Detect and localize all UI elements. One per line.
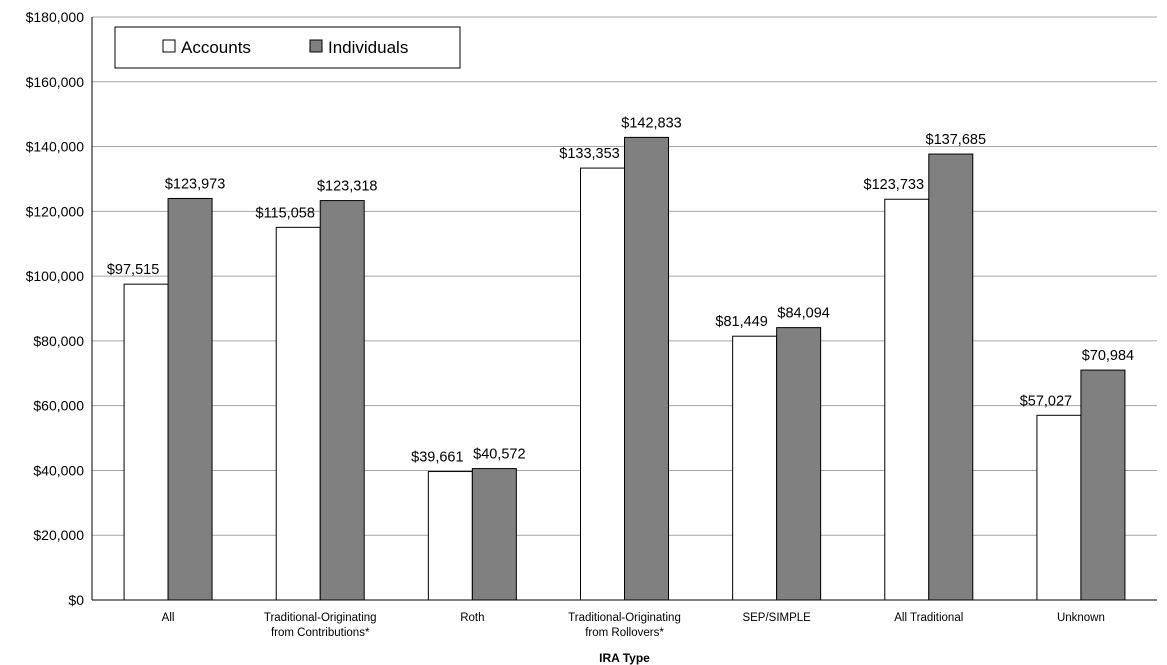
y-tick-label: $40,000 bbox=[33, 462, 84, 478]
data-label: $39,661 bbox=[411, 450, 463, 466]
x-tick-label: Traditional-Originating bbox=[264, 612, 377, 624]
accounts-bar bbox=[884, 198, 930, 601]
legend-label: Individuals bbox=[328, 38, 408, 57]
accounts-bar bbox=[1036, 414, 1082, 601]
accounts-bar bbox=[732, 335, 778, 601]
data-label: $70,984 bbox=[1082, 348, 1134, 364]
y-tick-label: $180,000 bbox=[26, 9, 85, 25]
data-label: $40,572 bbox=[473, 447, 525, 463]
y-tick-label: $160,000 bbox=[26, 74, 85, 90]
individuals-bar bbox=[624, 136, 669, 601]
x-tick-label: from Contributions* bbox=[271, 627, 370, 639]
x-tick-label: All Traditional bbox=[894, 612, 963, 624]
data-label: $97,515 bbox=[107, 262, 159, 278]
legend: Accounts Individuals bbox=[114, 26, 461, 69]
individuals-bar bbox=[928, 153, 974, 601]
individuals-bar bbox=[319, 200, 365, 601]
y-tick-label: $140,000 bbox=[26, 139, 85, 155]
individuals-bar bbox=[1080, 369, 1126, 601]
x-tick-label: SEP/SIMPLE bbox=[742, 612, 811, 624]
y-tick-label: $80,000 bbox=[33, 333, 84, 349]
data-label: $115,058 bbox=[256, 205, 315, 221]
y-tick-label: $120,000 bbox=[26, 203, 85, 219]
data-label: $142,833 bbox=[621, 115, 681, 131]
y-axis: $0 $20,000 $40,000 $60,000 $80,000 $100,000 $1… bbox=[26, 9, 93, 608]
individuals-bar bbox=[167, 197, 213, 601]
accounts-bar bbox=[275, 226, 321, 601]
x-tick-label: Traditional-Originating bbox=[568, 612, 681, 624]
data-label: $133,353 bbox=[559, 146, 619, 162]
y-tick-label: $0 bbox=[68, 592, 84, 608]
x-tick-label: from Rollovers* bbox=[585, 627, 664, 639]
legend-label: Accounts bbox=[181, 38, 251, 57]
data-label: $123,973 bbox=[165, 176, 225, 192]
y-tick-label: $100,000 bbox=[26, 268, 85, 284]
x-tick-label: Roth bbox=[460, 612, 484, 624]
x-axis: All Traditional-Originating from Contribut… bbox=[92, 599, 1157, 639]
y-tick-label: $20,000 bbox=[33, 527, 84, 543]
accounts-bar bbox=[123, 283, 169, 601]
data-label: $137,685 bbox=[926, 132, 986, 148]
data-label: $123,318 bbox=[317, 179, 377, 195]
x-tick-label: All bbox=[162, 612, 175, 624]
x-axis-title: IRA Type bbox=[599, 651, 650, 665]
x-tick-label: Unknown bbox=[1057, 612, 1105, 624]
individuals-bar bbox=[776, 327, 822, 601]
data-label: $57,027 bbox=[1020, 393, 1072, 409]
data-label: $84,094 bbox=[777, 306, 829, 322]
data-label: $123,733 bbox=[864, 177, 924, 193]
accounts-legend-swatch bbox=[162, 39, 176, 53]
data-label: $81,449 bbox=[715, 314, 767, 330]
accounts-bar bbox=[427, 471, 473, 601]
value-labels: $97,515 $123,973 $115,058$123,318 $39,661 $4… bbox=[107, 115, 1134, 465]
accounts-bar bbox=[580, 167, 625, 601]
y-tick-label: $60,000 bbox=[33, 398, 84, 414]
individuals-bar bbox=[471, 468, 517, 601]
individuals-legend-swatch bbox=[309, 39, 323, 53]
